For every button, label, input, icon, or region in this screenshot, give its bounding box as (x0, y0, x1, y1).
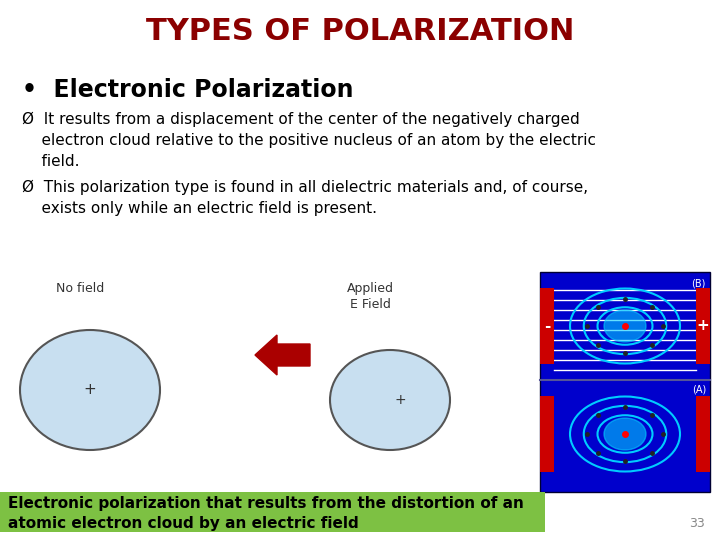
Text: No field: No field (56, 282, 104, 295)
Bar (540, 288, 554, 364)
Bar (0, 492, 545, 532)
Bar (696, 396, 710, 472)
Text: +: + (697, 319, 709, 334)
Ellipse shape (604, 418, 646, 450)
FancyArrow shape (255, 335, 310, 375)
Text: (B): (B) (692, 278, 706, 288)
Text: Applied
E Field: Applied E Field (346, 282, 394, 311)
Ellipse shape (20, 330, 160, 450)
Bar (696, 288, 710, 364)
Text: TYPES OF POLARIZATION: TYPES OF POLARIZATION (146, 17, 574, 46)
Text: (A): (A) (692, 384, 706, 394)
Text: +: + (394, 393, 406, 407)
Ellipse shape (604, 310, 646, 342)
Bar (540, 396, 554, 472)
Text: -: - (544, 319, 550, 334)
Text: Ø  This polarization type is found in all dielectric materials and, of course,
 : Ø This polarization type is found in all… (22, 180, 588, 217)
Text: •  Electronic Polarization: • Electronic Polarization (22, 78, 354, 102)
Bar (540, 272, 710, 492)
Ellipse shape (330, 350, 450, 450)
Text: Ø  It results from a displacement of the center of the negatively charged
    el: Ø It results from a displacement of the … (22, 112, 596, 170)
Text: Electronic polarization that results from the distortion of an
atomic electron c: Electronic polarization that results fro… (8, 496, 524, 531)
Text: +: + (84, 382, 96, 397)
Text: 33: 33 (689, 517, 705, 530)
Text: FIELD: FIELD (546, 420, 555, 444)
